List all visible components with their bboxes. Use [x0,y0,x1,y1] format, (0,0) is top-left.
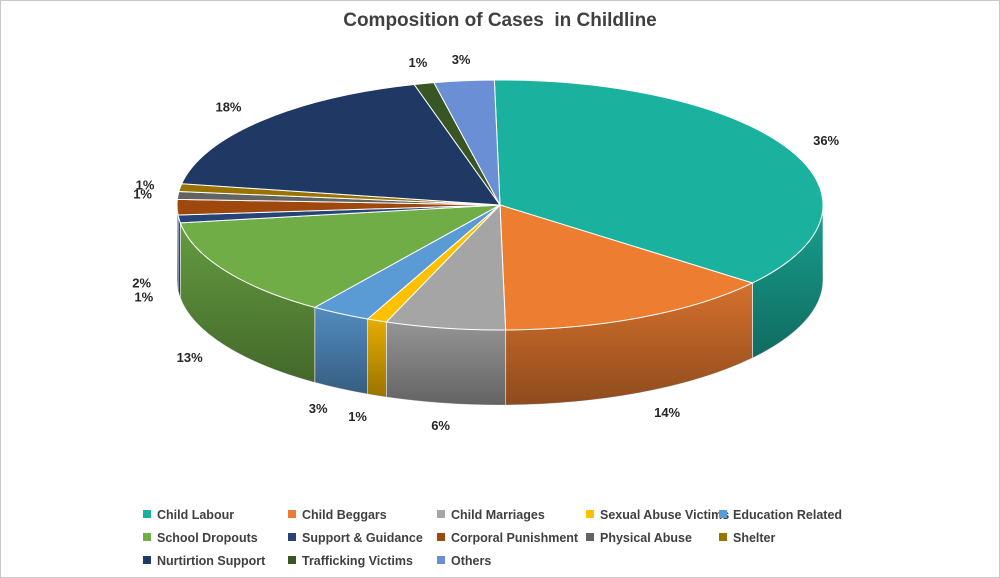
data-label-7: 2% [132,276,151,291]
legend-swatch [719,510,727,518]
pie-slice-child-beggars[interactable] [499,204,754,331]
pie-slice-child-marriages[interactable] [385,203,507,331]
legend-label: Others [451,554,492,568]
legend-swatch [288,533,296,541]
pie-slice-others[interactable] [433,79,501,206]
legend-swatch [288,556,296,564]
data-label-8: 1% [133,187,152,202]
legend-item: Education Related [719,505,842,525]
pie-slice-nurtirtion-support[interactable] [180,83,502,206]
legend-label: Education Related [733,508,843,522]
legend-item: Child Labour [143,505,234,525]
data-label-0: 36% [813,133,839,148]
legend-label: Child Labour [157,508,235,522]
legend-swatch [143,533,151,541]
legend-label: Child Beggars [302,508,387,522]
legend-label: Shelter [733,531,776,545]
legend-label: Trafficking Victims [302,554,413,568]
pie-side-shade-7 [177,205,179,291]
data-label-3: 1% [348,409,367,424]
data-label-6: 1% [134,289,153,304]
data-label-2: 6% [431,418,450,433]
legend-swatch [719,533,727,541]
pie-side-shade-1 [505,282,753,405]
legend-item: Others [437,551,491,571]
chart-title: Composition of Cases in Childline [343,10,657,31]
legend-swatch [437,510,445,518]
pie-side-shade-3 [367,319,387,398]
legend-label: Physical Abuse [600,531,692,545]
pie-side-shade-2 [386,322,506,405]
legend-item: Child Beggars [288,505,387,525]
legend-item: Sexual Abuse Victims [586,505,729,525]
legend-label: Support & Guidance [302,531,423,545]
legend-item: Physical Abuse [586,528,692,548]
legend-swatch [586,533,594,541]
legend-swatch [143,510,151,518]
legend-item: Nurtirtion Support [143,551,265,571]
data-label-5: 13% [177,350,203,365]
legend-item: Child Marriages [437,505,545,525]
legend-label: Sexual Abuse Victims [600,508,730,522]
legend-item: Trafficking Victims [288,551,413,571]
pie-slice-child-labour[interactable] [493,79,824,284]
legend-item: Corporal Punishment [437,528,578,548]
legend-swatch [437,556,445,564]
legend-swatch [586,510,594,518]
pie-side-shade-5 [180,222,315,383]
data-label-9: 1% [136,178,155,193]
pie-side-shade-6 [178,215,181,298]
legend-label: Nurtirtion Support [157,554,266,568]
pie-slice-school-dropouts[interactable] [179,204,501,308]
data-label-12: 3% [452,52,471,67]
data-label-1: 14% [654,405,680,420]
legend-label: School Dropouts [157,531,258,545]
legend-swatch [288,510,296,518]
legend-item: School Dropouts [143,528,258,548]
legend-item: Support & Guidance [288,528,423,548]
legend-swatch [143,556,151,564]
legend-item: Shelter [719,528,775,548]
data-label-11: 1% [409,55,428,70]
pie-side-shade-0 [752,205,823,358]
legend-swatch [437,533,445,541]
data-label-10: 18% [215,99,241,114]
legend-label: Child Marriages [451,508,545,522]
data-label-4: 3% [309,401,328,416]
pie-side-shade-4 [314,307,368,395]
legend-label: Corporal Punishment [451,531,579,545]
